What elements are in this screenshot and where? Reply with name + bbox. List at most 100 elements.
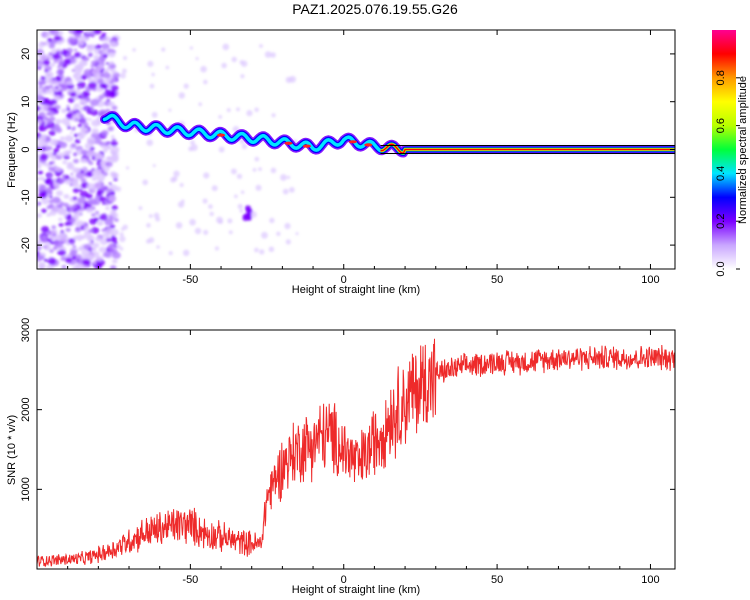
noise-blob bbox=[40, 226, 50, 233]
noise-blob bbox=[58, 249, 67, 256]
snr-xtick-label: 50 bbox=[491, 574, 503, 586]
noise-blob bbox=[90, 98, 99, 107]
noise-blob bbox=[86, 46, 94, 53]
noise-blob bbox=[236, 173, 243, 180]
noise-blob bbox=[86, 207, 94, 213]
noise-blob bbox=[190, 144, 198, 151]
noise-blob bbox=[75, 254, 82, 260]
spectrogram-ytick-label: 0 bbox=[20, 146, 32, 152]
noise-blob bbox=[51, 93, 55, 96]
snr-series-line bbox=[37, 338, 675, 568]
noise-blob bbox=[241, 60, 248, 67]
spectrogram-xlabel: Height of straight line (km) bbox=[292, 284, 420, 296]
noise-blob bbox=[178, 92, 186, 99]
noise-blob bbox=[58, 231, 66, 238]
noise-blob bbox=[37, 176, 41, 182]
noise-blob bbox=[55, 118, 62, 124]
noise-blob bbox=[44, 117, 50, 121]
noise-blob bbox=[211, 185, 218, 192]
noise-blob bbox=[105, 161, 113, 168]
noise-blob bbox=[122, 224, 128, 230]
noise-blob bbox=[209, 211, 214, 217]
noise-blob bbox=[110, 135, 115, 139]
noise-blob bbox=[105, 206, 110, 211]
noise-blob bbox=[71, 69, 76, 72]
colorbar-label: Normalized spectral amplitude bbox=[737, 76, 749, 224]
noise-blob bbox=[148, 214, 153, 218]
spectrogram-ytick-label: 20 bbox=[20, 48, 32, 60]
noise-blob bbox=[99, 196, 107, 203]
noise-blob bbox=[68, 30, 77, 35]
noise-blob bbox=[108, 91, 117, 98]
noise-blob bbox=[37, 105, 41, 112]
noise-blob bbox=[170, 177, 176, 183]
noise-blob bbox=[86, 44, 92, 49]
noise-blob bbox=[73, 133, 79, 138]
noise-blob bbox=[189, 46, 193, 50]
noise-blob bbox=[89, 198, 98, 206]
noise-blob bbox=[252, 168, 257, 172]
noise-blob bbox=[155, 216, 161, 222]
spectrogram-ylabel: Frequency (Hz) bbox=[6, 112, 18, 188]
noise-blob bbox=[43, 41, 50, 46]
noise-blob bbox=[52, 53, 61, 60]
noise-blob bbox=[73, 152, 78, 156]
noise-blob bbox=[37, 153, 41, 159]
noise-blob bbox=[53, 148, 60, 154]
spectrogram-xtick-label: 0 bbox=[341, 274, 347, 286]
noise-blob bbox=[101, 38, 105, 41]
noise-blob bbox=[38, 127, 44, 132]
noise-blob bbox=[168, 251, 173, 256]
snr-axes: -50 0 50 100 1000 2000 3000 bbox=[20, 318, 675, 586]
noise-blob bbox=[49, 240, 55, 245]
noise-blob bbox=[52, 196, 61, 204]
noise-blob bbox=[73, 158, 79, 164]
noise-blob bbox=[208, 204, 213, 209]
noise-blob bbox=[83, 232, 92, 239]
noise-blob bbox=[98, 99, 102, 102]
noise-blob bbox=[54, 166, 62, 173]
noise-blob bbox=[237, 203, 243, 210]
noise-blob bbox=[90, 64, 95, 68]
noise-blob bbox=[99, 185, 106, 191]
noise-blob bbox=[65, 76, 72, 82]
noise-blob bbox=[82, 259, 91, 266]
noise-blob bbox=[66, 52, 72, 57]
noise-blob bbox=[190, 140, 195, 146]
noise-blob bbox=[108, 51, 116, 58]
noise-blob bbox=[78, 59, 88, 67]
noise-blob bbox=[94, 30, 102, 35]
noise-blob bbox=[82, 168, 86, 171]
noise-blob bbox=[59, 136, 66, 141]
noise-blob bbox=[40, 134, 47, 139]
noise-blob bbox=[76, 212, 82, 217]
noise-blob bbox=[108, 101, 115, 107]
noise-blob bbox=[93, 183, 101, 190]
noise-blob bbox=[72, 245, 77, 249]
noise-blob bbox=[240, 74, 245, 79]
noise-blob bbox=[46, 151, 54, 158]
noise-blob bbox=[78, 188, 83, 192]
noise-blob bbox=[64, 122, 71, 127]
noise-blob bbox=[76, 87, 81, 90]
noise-blob bbox=[55, 76, 62, 82]
noise-blob bbox=[289, 187, 295, 193]
noise-blob bbox=[62, 63, 68, 68]
noise-blob bbox=[72, 196, 78, 201]
noise-blob bbox=[58, 222, 64, 227]
noise-blob bbox=[50, 81, 55, 85]
noise-blob bbox=[38, 187, 45, 193]
noise-blob bbox=[77, 95, 82, 99]
noise-blob bbox=[60, 74, 65, 78]
noise-blob bbox=[250, 211, 257, 218]
noise-blob bbox=[70, 172, 74, 176]
noise-blob bbox=[67, 161, 73, 167]
noise-blob bbox=[103, 251, 112, 258]
spectrogram-ridge bbox=[100, 111, 675, 158]
noise-blob bbox=[111, 205, 118, 211]
noise-blob bbox=[98, 141, 105, 146]
noise-blob bbox=[101, 43, 110, 50]
noise-blob bbox=[110, 236, 117, 243]
noise-blob bbox=[65, 227, 71, 233]
noise-blob bbox=[47, 110, 55, 117]
